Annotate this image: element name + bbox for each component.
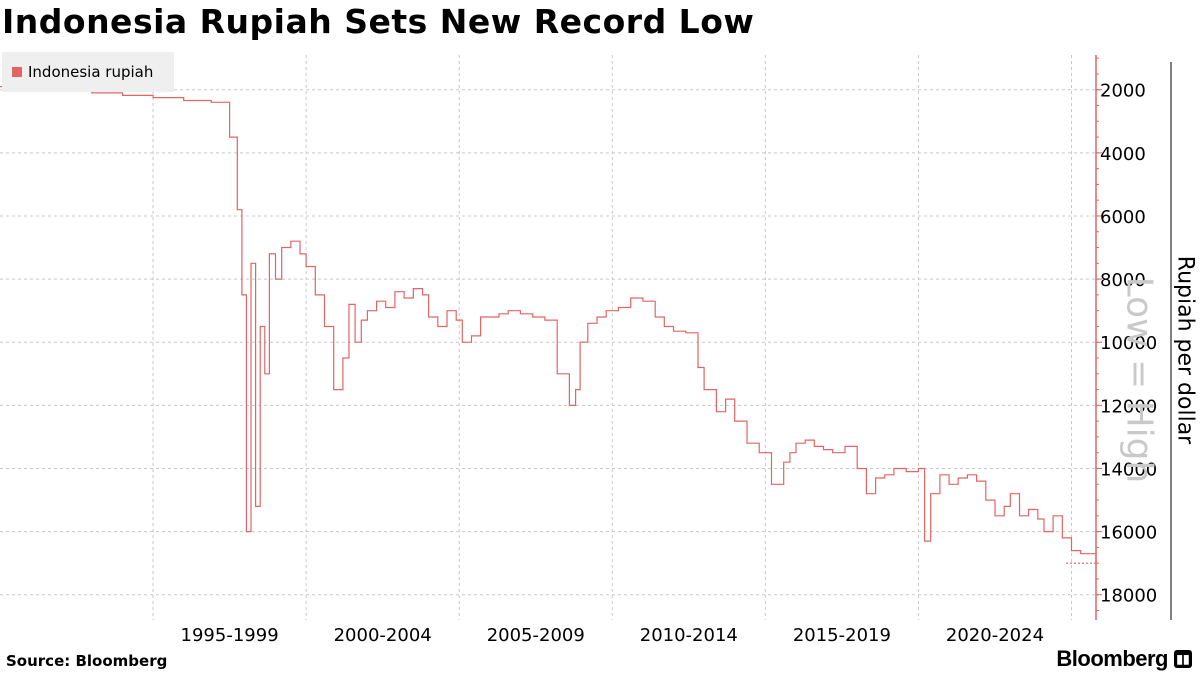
grid-lines bbox=[0, 55, 1096, 620]
source-note: Source: Bloomberg bbox=[6, 652, 168, 670]
y-tick-label: 6000 bbox=[1100, 207, 1146, 228]
y-tick-label: 2000 bbox=[1100, 81, 1146, 102]
legend-label: Indonesia rupiah bbox=[28, 63, 154, 81]
y-axis-label: Rupiah per dollar bbox=[1172, 255, 1198, 445]
y-axis: 2000 4000 6000 8000 10000 12000 14000 16000 1800… bbox=[1095, 55, 1172, 620]
y-tick-label: 8000 bbox=[1100, 270, 1146, 291]
y-tick-label: 4000 bbox=[1100, 144, 1146, 165]
bloomberg-logo: Bloomberg bbox=[1056, 646, 1168, 671]
series-line bbox=[0, 86, 1097, 564]
bloomberg-icon: ▮▮ bbox=[1174, 650, 1192, 668]
x-tick-label: 2000-2004 bbox=[334, 625, 432, 646]
x-tick-label: 1995-1999 bbox=[181, 625, 279, 646]
series-indonesia-rupiah bbox=[0, 86, 1097, 564]
y-tick-label: 18000 bbox=[1100, 586, 1157, 607]
x-axis: 1995-1999 2000-2004 2005-2009 2010-2014 2015… bbox=[181, 625, 1044, 646]
y-tick-label: 14000 bbox=[1100, 459, 1157, 480]
x-tick-label: 2020-2024 bbox=[946, 625, 1044, 646]
x-tick-label: 2010-2014 bbox=[640, 625, 738, 646]
low-high-annotation: Low = High bbox=[1118, 276, 1160, 484]
y-tick-label: 12000 bbox=[1100, 396, 1157, 417]
x-tick-label: 2015-2019 bbox=[793, 625, 891, 646]
x-tick-label: 2005-2009 bbox=[487, 625, 585, 646]
legend: Indonesia rupiah bbox=[2, 52, 174, 92]
chart-title: Indonesia Rupiah Sets New Record Low bbox=[2, 2, 755, 41]
y-tick-label: 16000 bbox=[1100, 523, 1157, 544]
legend-swatch bbox=[12, 67, 22, 77]
y-tick-label: 10000 bbox=[1100, 333, 1157, 354]
